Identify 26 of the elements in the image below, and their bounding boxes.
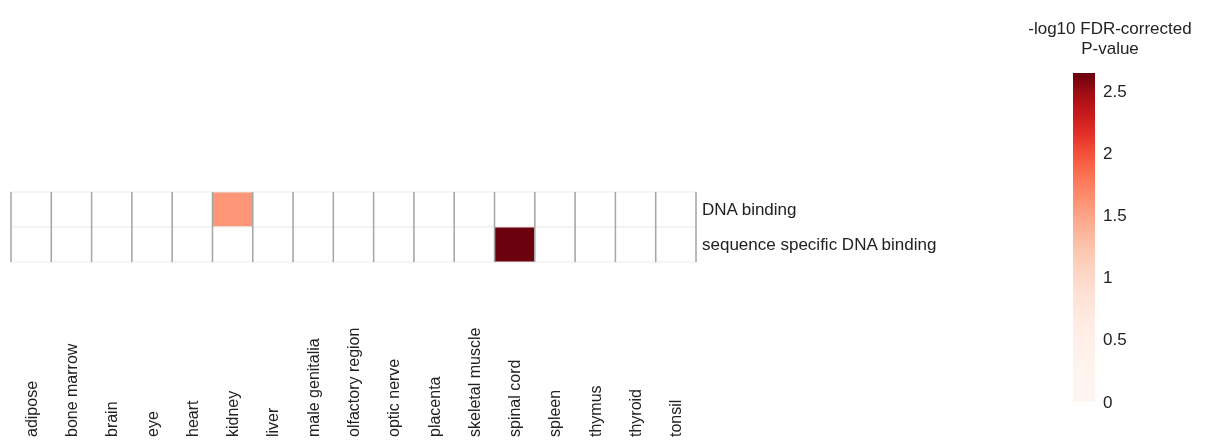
color-bar-label: 2.5 xyxy=(1103,82,1127,102)
x-tick-label: skeletal muscle xyxy=(465,327,483,437)
x-tick-label: male genitalia xyxy=(304,338,322,437)
x-tick-label: thyroid xyxy=(627,388,645,437)
color-bar-label: 0 xyxy=(1103,392,1113,412)
x-tick-label: adipose xyxy=(22,380,40,437)
x-tick-label: tonsil xyxy=(667,399,685,437)
x-tick-label: eye xyxy=(143,411,161,437)
color-bar-label: 1.5 xyxy=(1103,206,1127,226)
x-tick-label: liver xyxy=(264,406,282,437)
x-tick-label: spleen xyxy=(546,389,564,437)
color-bar-label: 1 xyxy=(1103,268,1113,288)
x-tick-label: bone marrow xyxy=(62,343,80,437)
x-tick-label: thymus xyxy=(586,385,604,437)
y-tick-label: sequence specific DNA binding xyxy=(702,235,937,254)
x-tick-label: brain xyxy=(103,401,121,437)
color-bar-label: 2 xyxy=(1103,144,1113,164)
x-tick-label: spinal cord xyxy=(506,359,524,437)
color-bar-title: -log10 FDR-corrected P-value xyxy=(1028,19,1192,58)
x-tick-label: kidney xyxy=(224,390,242,437)
x-tick-label: olfactory region xyxy=(345,327,362,437)
x-tick-label: heart xyxy=(183,399,201,437)
x-tick-label: optic nerve xyxy=(385,358,403,437)
color-bar-label: 0.5 xyxy=(1103,330,1127,350)
y-tick-label: DNA binding xyxy=(702,200,797,219)
x-tick-label: placenta xyxy=(425,376,443,437)
